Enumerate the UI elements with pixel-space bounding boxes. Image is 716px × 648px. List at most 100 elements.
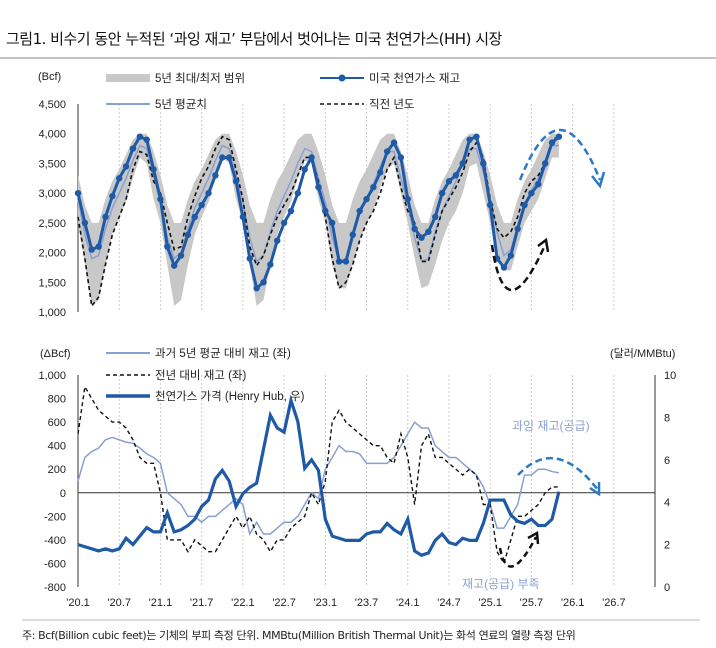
y-tick-label: 3,500: [38, 158, 66, 170]
x-tick-label: '23.7: [355, 597, 379, 609]
x-tick-label: '24.1: [396, 597, 420, 609]
y-tick-label-left: -600: [44, 558, 66, 570]
storage-point: [370, 184, 377, 191]
x-tick-label: '21.7: [190, 597, 214, 609]
storage-point: [342, 258, 350, 265]
storage-point: [411, 225, 418, 232]
figure-title: 그림1. 비수기 동안 누적된 ‘과잉 재고’ 부담에서 벗어나는 미국 천연가…: [6, 30, 502, 48]
storage-point: [383, 148, 391, 155]
storage-point: [432, 213, 439, 221]
y-tick-label-left: 800: [48, 394, 66, 406]
storage-point: [480, 160, 487, 167]
storage-point: [418, 234, 425, 241]
arrowhead-icon: [589, 482, 601, 497]
storage-point: [335, 258, 343, 265]
x-tick-label: '21.1: [149, 597, 173, 609]
storage-point: [225, 154, 233, 161]
y-axis-unit-left: (ΔBcf): [40, 348, 71, 360]
storage-point: [143, 136, 150, 143]
storage-point: [253, 285, 260, 292]
storage-point: [260, 279, 267, 286]
storage-point: [473, 133, 480, 140]
storage-point: [514, 225, 521, 232]
y-tick-label-left: -400: [44, 535, 66, 547]
storage-point: [198, 201, 205, 209]
storage-point: [548, 139, 556, 146]
y-tick-label: 1,000: [38, 307, 66, 319]
storage-point: [102, 213, 109, 221]
series-vs-5y-average: [77, 420, 560, 537]
storage-point: [157, 195, 164, 203]
storage-point: [438, 189, 446, 197]
range-band: [78, 133, 559, 307]
y-tick-label-right: 2: [664, 540, 670, 552]
storage-point: [308, 154, 315, 161]
storage-point: [452, 172, 460, 179]
y-tick-label-right: 0: [664, 582, 670, 594]
y-tick-label-left: -800: [44, 582, 66, 594]
storage-point: [328, 219, 336, 227]
storage-point: [397, 154, 405, 161]
storage-point: [116, 175, 123, 182]
storage-point: [232, 178, 240, 185]
storage-point: [555, 133, 563, 140]
storage-point: [74, 189, 82, 197]
storage-point: [95, 243, 102, 250]
storage-point: [445, 178, 453, 185]
x-tick-label: '22.1: [231, 597, 255, 609]
storage-point: [377, 169, 384, 176]
x-tick-label: '23.1: [314, 597, 338, 609]
arrow-deficit-icon: [498, 536, 538, 568]
arrowhead-icon: [527, 530, 540, 545]
storage-point: [541, 160, 549, 167]
storage-point: [150, 166, 157, 173]
storage-point: [315, 184, 322, 191]
storage-point: [184, 231, 192, 238]
storage-point: [136, 133, 144, 140]
footnote: 주: Bcf(Billion cubic feet)는 기체의 부피 측정 단위…: [22, 629, 576, 642]
storage-point: [280, 219, 288, 227]
storage-point: [301, 166, 308, 173]
y-axis-unit: (Bcf): [38, 71, 61, 83]
y-tick-label: 1,500: [38, 277, 66, 289]
storage-point: [212, 172, 219, 179]
legend-swatch-range: [106, 74, 150, 82]
storage-point: [466, 136, 473, 143]
storage-point: [287, 207, 295, 215]
storage-point: [109, 192, 116, 200]
legend-label-vs5y: 과거 5년 평균 대비 재고 (좌): [155, 347, 291, 360]
y-tick-label-left: 1,000: [38, 370, 66, 382]
y-tick-label-left: 0: [60, 488, 66, 500]
x-tick-label: '26.1: [561, 597, 585, 609]
storage-point: [521, 201, 528, 209]
legend-label-avg: 5년 평균치: [155, 98, 207, 111]
storage-point: [500, 264, 508, 271]
y-tick-label-left: 600: [48, 417, 66, 429]
storage-point: [191, 213, 198, 221]
x-tick-label: '25.1: [478, 597, 502, 609]
arrow-trough-icon: [490, 244, 547, 292]
annotation-surplus: 과잉 재고(공급): [512, 419, 590, 433]
storage-point: [322, 207, 329, 215]
arrow-surplus-icon: [517, 457, 599, 491]
y-axis-unit-right: (달러/MMBtu): [610, 347, 675, 360]
y-tick-label: 4,500: [38, 99, 66, 111]
x-tick-label: '22.7: [272, 597, 296, 609]
storage-point: [81, 219, 89, 227]
storage-point: [239, 213, 247, 221]
x-tick-label: '20.7: [107, 597, 131, 609]
x-tick-label: '26.7: [602, 597, 626, 609]
x-tick-label: '20.1: [66, 597, 90, 609]
x-tick-label: '24.7: [437, 597, 461, 609]
storage-point: [404, 195, 411, 203]
storage-point: [170, 262, 178, 269]
y-tick-label: 4,000: [38, 129, 66, 141]
annotation-deficit: 재고(공급) 부족: [462, 577, 540, 591]
legend-marker-storage: [338, 74, 346, 82]
storage-point: [487, 201, 494, 209]
arrow-peak-icon: [518, 128, 602, 181]
y-tick-label-right: 6: [664, 455, 670, 467]
storage-point: [294, 189, 302, 197]
